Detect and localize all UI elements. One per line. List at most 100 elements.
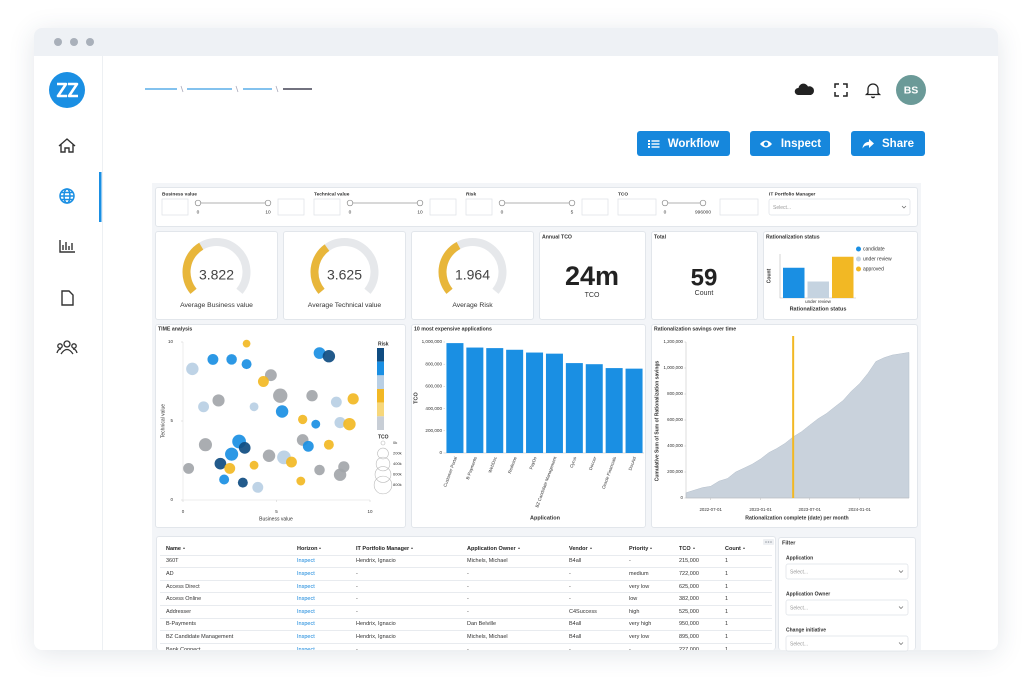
y-axis-label: TCO xyxy=(413,391,419,403)
select-box[interactable] xyxy=(768,198,911,216)
column-header[interactable]: TCO xyxy=(673,543,719,556)
x-tick-label: 0 xyxy=(182,509,185,514)
table-body: 360T Inspect Hendrix, Ignacio Michels, Mich… xyxy=(160,555,772,650)
bubble xyxy=(275,405,289,418)
report-icon[interactable] xyxy=(59,240,75,253)
select-box[interactable] xyxy=(785,635,909,652)
cell-text: B-Payments xyxy=(166,621,196,628)
table-cell: - xyxy=(461,605,563,619)
filter-label: IT Portfolio Manager xyxy=(769,191,816,197)
cell-text: Michels, Michael xyxy=(467,558,508,565)
slider-knob[interactable] xyxy=(346,199,354,207)
inspect-link[interactable]: Inspect xyxy=(297,570,315,577)
slider-knob[interactable] xyxy=(194,199,202,207)
cloud-icon[interactable] xyxy=(794,83,815,95)
cell-text: Hendrix, Ignacio xyxy=(356,558,396,565)
slider-knob[interactable] xyxy=(264,199,272,207)
column-header[interactable]: Priority xyxy=(623,543,673,556)
app-table: Name Horizon IT Portfolio Manager Applicati… xyxy=(160,543,772,650)
legend-swatch xyxy=(856,246,861,252)
avatar[interactable] xyxy=(896,75,926,105)
workflow-button[interactable]: Workflow xyxy=(637,131,730,156)
range-input[interactable] xyxy=(617,198,657,216)
column-header[interactable]: Count xyxy=(719,543,772,556)
slider-knob[interactable] xyxy=(568,199,576,207)
size-legend-circle xyxy=(375,456,391,472)
cell-text: 215,000 xyxy=(679,558,699,565)
document-icon[interactable] xyxy=(61,290,74,306)
inspect-link[interactable]: Inspect xyxy=(297,608,315,615)
slider-knob[interactable] xyxy=(699,199,707,207)
column-header[interactable]: Vendor xyxy=(563,543,623,556)
x-tick-label: under review xyxy=(805,299,832,304)
table-cell: - xyxy=(461,567,563,581)
range-input[interactable] xyxy=(313,198,341,216)
table-cell: Inspect xyxy=(291,605,350,619)
inspect-button[interactable]: Inspect xyxy=(750,131,830,156)
range-input[interactable] xyxy=(277,198,305,216)
axis-line xyxy=(685,342,909,499)
y-tick-label: 1,200,000 xyxy=(663,339,683,344)
table-row: Access Online Inspect - - - low 382,000 1 xyxy=(160,592,772,606)
y-tick-label: 400,000 xyxy=(667,443,683,448)
bar xyxy=(605,368,623,453)
column-header[interactable]: Horizon xyxy=(291,543,350,556)
breadcrumb[interactable] xyxy=(145,85,312,93)
table-cell: B4all xyxy=(563,618,623,632)
table-cell: - xyxy=(350,643,461,650)
cell-text: 227,000 xyxy=(679,646,699,650)
bubble xyxy=(347,393,359,405)
inspect-link[interactable]: Inspect xyxy=(297,646,315,650)
table-cell: 895,000 xyxy=(673,630,719,644)
slider-knob[interactable] xyxy=(498,199,506,207)
bubble xyxy=(330,396,342,408)
slider-knob[interactable] xyxy=(661,199,669,207)
y-tick-label: 800,000 xyxy=(667,391,683,396)
select-box[interactable] xyxy=(785,599,909,616)
column-header[interactable]: IT Portfolio Manager xyxy=(350,543,461,556)
inspect-link[interactable]: Inspect xyxy=(297,633,315,640)
column-header[interactable]: Application Owner xyxy=(461,543,563,556)
cell-text: - xyxy=(629,646,631,650)
slider-knob[interactable] xyxy=(416,199,424,207)
table-cell: - xyxy=(350,580,461,594)
share-button[interactable]: Share xyxy=(851,131,925,156)
table-cell: Access Direct xyxy=(160,580,291,594)
chart-panel xyxy=(155,324,406,528)
range-input[interactable] xyxy=(161,198,189,216)
button-label: Workflow xyxy=(667,137,720,150)
home-icon[interactable] xyxy=(58,138,76,153)
table-cell: Inspect xyxy=(291,643,350,650)
fullscreen-icon[interactable] xyxy=(834,83,848,97)
bubble xyxy=(183,462,195,474)
range-input[interactable] xyxy=(429,198,457,216)
gauge-fill xyxy=(182,242,204,294)
chart-title: Rationalization status xyxy=(766,234,820,240)
select-placeholder: Select... xyxy=(790,569,808,575)
size-legend-label: 600k xyxy=(393,472,402,477)
globe-icon[interactable] xyxy=(59,188,75,204)
table-cell: 1 xyxy=(719,580,772,594)
inspect-link[interactable]: Inspect xyxy=(297,558,315,565)
table-cell: - xyxy=(350,605,461,619)
inspect-link[interactable]: Inspect xyxy=(297,583,315,590)
range-input[interactable] xyxy=(581,198,609,216)
more-button[interactable] xyxy=(763,539,774,545)
users-icon[interactable] xyxy=(56,340,78,355)
column-header[interactable]: Name xyxy=(160,543,291,556)
range-input[interactable] xyxy=(719,198,759,216)
table-wrap: Name Horizon IT Portfolio Manager Applicati… xyxy=(160,543,772,650)
table-cell: Dan Belville xyxy=(461,618,563,632)
inspect-link[interactable]: Inspect xyxy=(297,621,315,628)
range-input[interactable] xyxy=(465,198,493,216)
x-tick-label: 2023-01-01 xyxy=(749,507,772,512)
table-cell: 1 xyxy=(719,630,772,644)
share-icon xyxy=(862,138,875,148)
inspect-link[interactable]: Inspect xyxy=(297,596,315,603)
table-cell: - xyxy=(350,567,461,581)
bell-icon[interactable] xyxy=(864,83,882,99)
gauge-value: 1.964 xyxy=(455,267,490,283)
x-axis-label: Rationalization status xyxy=(790,306,847,312)
select-box[interactable] xyxy=(785,563,909,580)
